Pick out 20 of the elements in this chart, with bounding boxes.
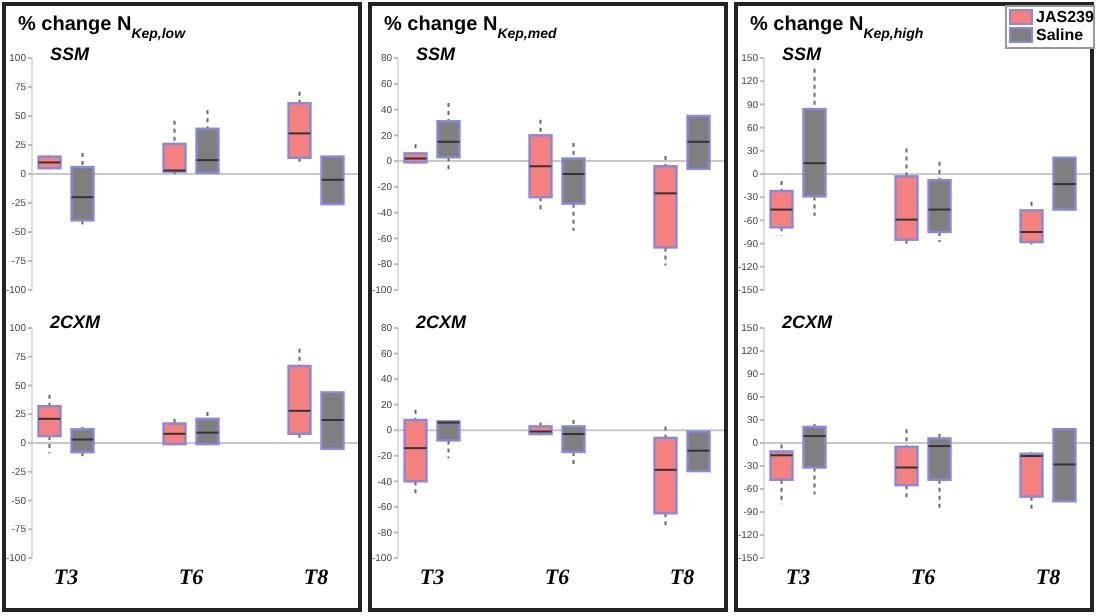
chart-subtitle: SSM [50,44,91,64]
x-tick-label: T8 [669,566,696,590]
chart-subtitle: SSM [416,44,457,64]
chart-subtitle: SSM [782,44,823,64]
x-tick-label: T8 [303,566,330,590]
chart-subtitle: 2CXM [414,312,468,332]
x-tick-label: T3 [785,566,812,590]
chart-title: % change N$_{Kep,low}$ [18,14,187,41]
legend-label: Saline [1036,26,1085,44]
chart-title: % change N$_{Kep,med}$ [384,14,558,41]
x-tick-label: T6 [178,566,205,590]
x-tick-label: T6 [544,566,571,590]
x-tick-label: T8 [1035,566,1062,590]
x-tick-label: T3 [53,566,80,590]
chart-subtitle: 2CXM [48,312,102,332]
legend-label: JAS239 [1036,8,1095,26]
x-tick-label: T3 [419,566,446,590]
x-tick-label: T6 [910,566,937,590]
chart-title: % change N$_{Kep,high}$ [750,14,924,41]
chart-subtitle: 2CXM [780,312,834,332]
